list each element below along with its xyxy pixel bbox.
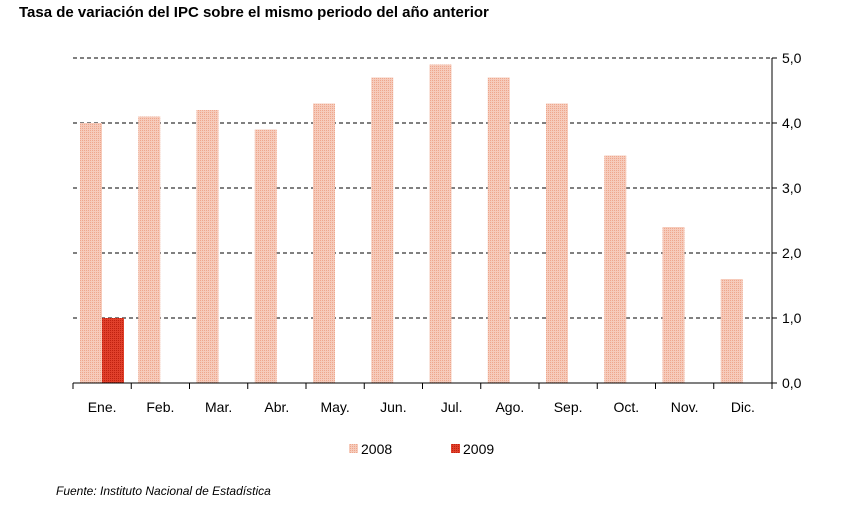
y-tick-label: 4,0 [782, 115, 802, 131]
bar-2008-3 [196, 110, 219, 383]
bar-2008-11 [662, 227, 685, 383]
x-tick-label: Nov. [671, 399, 699, 415]
y-tick-label: 1,0 [782, 310, 802, 326]
x-tick-label: Feb. [146, 399, 174, 415]
x-tick-label: Ago. [495, 399, 524, 415]
chart-title: Tasa de variación del IPC sobre el mismo… [19, 4, 489, 21]
y-tick-label: 5,0 [782, 50, 802, 66]
y-tick-label: 3,0 [782, 180, 802, 196]
bar-2008-5 [313, 103, 335, 383]
x-tick-label: Ene. [88, 399, 117, 415]
source-note: Fuente: Instituto Nacional de Estadístic… [56, 484, 271, 498]
legend-swatch-2008 [349, 444, 358, 453]
bar-2008-12 [720, 279, 743, 383]
bar-2008-8 [487, 77, 510, 383]
x-tick-label: May. [320, 399, 349, 415]
x-tick-label: Oct. [614, 399, 640, 415]
bar-2008-9 [546, 103, 568, 383]
axes: 0,0 1,0 2,0 3,0 4,0 5,0 Ene. Feb. Mar. Abr. May. Ju… [72, 50, 802, 415]
bar-2009-1 [102, 318, 124, 383]
y-tick-label: 2,0 [782, 245, 802, 261]
legend: 2008 2009 [349, 441, 494, 457]
x-tick-label: Jun. [380, 399, 406, 415]
bars [80, 64, 743, 383]
legend-label-2009: 2009 [463, 441, 494, 457]
bar-2008-1 [80, 123, 102, 383]
bar-2008-2 [138, 116, 161, 383]
x-tick-label: Jul. [441, 399, 463, 415]
bar-2008-10 [604, 155, 627, 383]
y-tick-label: 0,0 [782, 375, 802, 391]
bar-2008-4 [254, 129, 277, 383]
legend-swatch-2009 [451, 444, 460, 453]
bar-2008-7 [429, 64, 452, 383]
gridlines [73, 57, 772, 319]
x-tick-label: Sep. [554, 399, 583, 415]
x-tick-label: Abr. [264, 399, 289, 415]
bar-2008-6 [371, 77, 394, 383]
x-tick-label: Dic. [731, 399, 755, 415]
x-tick-label: Mar. [205, 399, 232, 415]
legend-label-2008: 2008 [361, 441, 392, 457]
